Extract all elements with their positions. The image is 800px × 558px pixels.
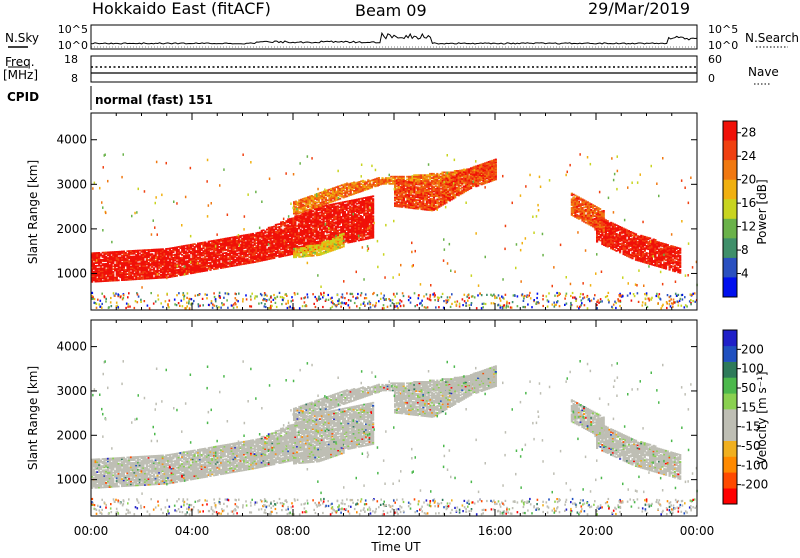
noise-right-tick-top: 10^5 — [708, 23, 738, 36]
beam-title: Beam 09 — [355, 1, 427, 20]
power-cell — [176, 275, 178, 277]
power-cell — [339, 198, 341, 200]
power-cell — [178, 249, 180, 251]
power-cell — [649, 237, 651, 239]
power-cell — [607, 220, 609, 222]
nave-label: Nave — [748, 65, 779, 79]
freq-right-tick-bottom: 0 — [708, 72, 715, 85]
cpid-label: CPID — [7, 90, 39, 104]
power-cell — [361, 216, 363, 218]
noise-panel-frame — [91, 25, 697, 49]
power-cell — [667, 244, 669, 246]
nsearch-label: N.Search — [745, 31, 799, 45]
freq-panel: 18 8 60 0 — [64, 53, 722, 85]
freq-left-tick-bottom: 8 — [71, 72, 78, 85]
power-cell — [325, 197, 327, 199]
noise-left-tick-bottom: 10^0 — [58, 39, 88, 52]
cpid-panel: normal (fast) 151 — [91, 86, 213, 110]
noise-right-tick-bottom: 10^0 — [708, 39, 738, 52]
power-cell — [344, 211, 346, 213]
freq-right-tick-top: 60 — [708, 53, 722, 66]
power-cell — [654, 239, 656, 241]
power-cell — [372, 198, 374, 200]
noise-left-tick-top: 10^5 — [58, 23, 88, 36]
power-cell — [188, 254, 190, 256]
power-cell — [118, 279, 120, 281]
cpid-value: normal (fast) 151 — [95, 93, 213, 107]
power-echoes — [91, 153, 698, 309]
power-cell — [403, 176, 405, 178]
nsky-label: N.Sky — [5, 31, 39, 45]
power-cell — [635, 233, 637, 235]
date-title: 29/Mar/2019 — [588, 0, 690, 18]
noise-panel: 10^5 10^0 10^5 10^0 — [58, 23, 738, 52]
freq-unit-label: [MHz] — [3, 68, 38, 82]
freq-left-tick-top: 18 — [64, 53, 78, 66]
station-title: Hokkaido East (fitACF) — [92, 0, 271, 18]
power-cell — [372, 195, 374, 197]
freq-panel-frame — [91, 56, 697, 82]
power-cell — [378, 177, 380, 179]
power-cell — [372, 215, 374, 217]
noise-sky-trace — [91, 33, 697, 44]
